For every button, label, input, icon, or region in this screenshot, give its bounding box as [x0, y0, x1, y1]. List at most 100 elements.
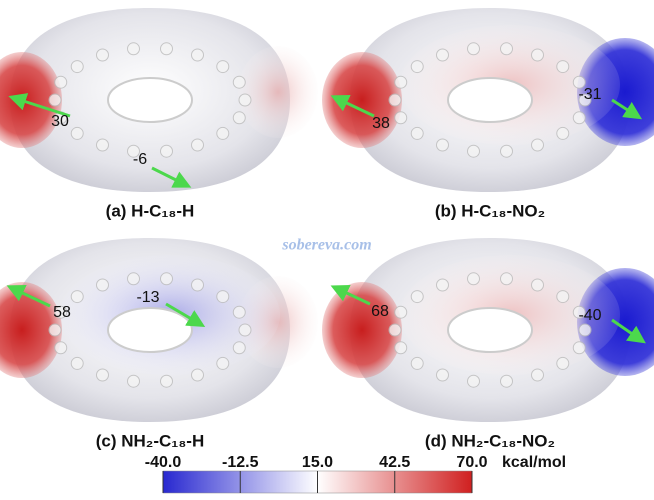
atom: [531, 368, 544, 382]
esp-value: 38: [372, 115, 390, 132]
atom: [127, 42, 141, 56]
atom: [578, 323, 592, 337]
atom: [127, 272, 141, 286]
atom: [54, 305, 68, 319]
atom: [388, 323, 402, 337]
atom: [467, 374, 481, 388]
esp-value: 68: [371, 303, 389, 320]
colorbar-tick-label: 15.0: [302, 454, 333, 471]
caption: (b) H-C₁₈-NO₂: [435, 201, 545, 220]
atom: [394, 111, 408, 125]
atom: [96, 278, 109, 292]
atom: [410, 290, 424, 304]
arrow: [6, 285, 51, 308]
colorbar-unit: kcal/mol: [502, 454, 566, 471]
esp-value: -31: [578, 86, 601, 103]
panel: 30 -6 (a) H-C₁₈-H: [0, 8, 318, 220]
atom: [499, 272, 513, 286]
atom: [388, 93, 402, 107]
atom: [54, 341, 68, 355]
atom: [436, 368, 449, 382]
atom: [96, 138, 109, 152]
atom: [191, 278, 204, 292]
atom: [48, 93, 62, 107]
atom: [531, 48, 544, 62]
atom: [232, 341, 246, 355]
atom: [436, 278, 449, 292]
panels: 30 -6 (a) H-C₁₈-H 38 -31 (b) H-C₁₈-NO₂ 58 -13 (c…: [0, 8, 654, 450]
atom: [191, 48, 204, 62]
atom: [572, 75, 586, 89]
atom: [232, 305, 246, 319]
atom: [578, 93, 592, 107]
atom: [572, 111, 586, 125]
atom: [436, 48, 449, 62]
atom: [410, 126, 424, 140]
atom: [191, 138, 204, 152]
hole: [447, 77, 533, 123]
atom: [572, 341, 586, 355]
hole: [107, 77, 193, 123]
atom: [394, 341, 408, 355]
esp-value: -13: [136, 289, 159, 306]
arrow: [8, 93, 71, 118]
left-lobe: [322, 282, 402, 378]
atom: [159, 374, 173, 388]
atom: [467, 42, 481, 56]
atom: [499, 144, 513, 158]
atom: [70, 60, 84, 74]
atom: [70, 356, 84, 370]
arrow: [611, 98, 643, 120]
atom: [410, 356, 424, 370]
caption: (c) NH₂-C₁₈-H: [96, 431, 204, 450]
atom: [96, 368, 109, 382]
left-lobe: [0, 52, 62, 148]
atom: [531, 278, 544, 292]
atom: [556, 356, 570, 370]
panel: 68 -40 (d) NH₂-C₁₈-NO₂: [322, 238, 654, 450]
atom: [394, 305, 408, 319]
atom: [48, 323, 62, 337]
atom: [127, 374, 141, 388]
atom: [216, 356, 230, 370]
atom: [216, 60, 230, 74]
colorbar-tick-label: 70.0: [456, 454, 487, 471]
esp-value: -40: [578, 307, 601, 324]
panel: 38 -31 (b) H-C₁₈-NO₂: [322, 8, 654, 220]
panel: 58 -13 (c) NH₂-C₁₈-H: [0, 238, 318, 450]
atom: [394, 75, 408, 89]
left-lobe: [0, 282, 62, 378]
atom: [232, 75, 246, 89]
arrow: [611, 318, 646, 344]
atom: [410, 60, 424, 74]
esp-value: 58: [53, 304, 71, 321]
atom: [216, 290, 230, 304]
atom: [96, 48, 109, 62]
atom: [232, 111, 246, 125]
colorbar-tick-label: -12.5: [222, 454, 259, 471]
atom: [436, 138, 449, 152]
atom: [54, 75, 68, 89]
atom: [556, 126, 570, 140]
atom: [70, 290, 84, 304]
atom: [556, 290, 570, 304]
arrow: [330, 284, 371, 306]
esp-value: 30: [51, 113, 69, 130]
atom: [191, 368, 204, 382]
atom: [216, 126, 230, 140]
left-lobe: [322, 52, 402, 148]
atom: [238, 93, 252, 107]
hole: [447, 307, 533, 353]
caption: (a) H-C₁₈-H: [106, 201, 195, 220]
arrow: [330, 95, 375, 118]
arrow: [165, 302, 206, 328]
arrow: [151, 166, 192, 188]
atom: [531, 138, 544, 152]
atom: [499, 42, 513, 56]
watermark: sobereva.com: [281, 237, 371, 254]
atom: [467, 144, 481, 158]
atom: [238, 323, 252, 337]
atom: [127, 144, 141, 158]
hole: [107, 307, 193, 353]
